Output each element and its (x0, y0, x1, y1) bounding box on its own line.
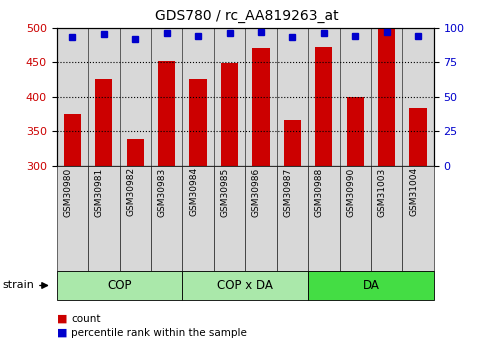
Bar (57, 28, 88, 166)
Text: count: count (71, 314, 101, 324)
Text: GSM30990: GSM30990 (346, 167, 355, 217)
Bar (127, 139, 144, 345)
Text: GSM30986: GSM30986 (252, 167, 261, 217)
Text: GSM31003: GSM31003 (378, 167, 387, 217)
Text: DA: DA (362, 279, 380, 292)
Text: GSM30983: GSM30983 (158, 167, 167, 217)
Text: GSM30980: GSM30980 (64, 167, 72, 217)
Text: strain: strain (2, 280, 35, 290)
Text: GSM30984: GSM30984 (189, 167, 198, 216)
Bar (64, 114, 81, 345)
Bar (410, 108, 427, 345)
Text: GSM30982: GSM30982 (126, 167, 135, 216)
Bar (371, 28, 402, 166)
Bar (95, 79, 112, 345)
Bar (245, 28, 277, 166)
Text: ■: ■ (57, 314, 67, 324)
Bar (214, 28, 246, 166)
Text: GDS780 / rc_AA819263_at: GDS780 / rc_AA819263_at (155, 9, 338, 23)
Bar (252, 48, 270, 345)
Text: percentile rank within the sample: percentile rank within the sample (71, 328, 247, 338)
Bar (189, 79, 207, 345)
Text: GSM30981: GSM30981 (95, 167, 104, 217)
Bar (151, 28, 182, 166)
Text: GSM30985: GSM30985 (220, 167, 230, 217)
Bar (277, 28, 308, 166)
Bar (340, 28, 371, 166)
Text: ■: ■ (57, 328, 67, 338)
Text: GSM30987: GSM30987 (283, 167, 292, 217)
Bar (221, 63, 238, 345)
Bar (402, 28, 434, 166)
Text: GSM30988: GSM30988 (315, 167, 324, 217)
Text: GSM31004: GSM31004 (409, 167, 418, 216)
Bar (347, 97, 364, 345)
Bar (88, 28, 119, 166)
Bar (284, 120, 301, 345)
Bar (378, 28, 395, 345)
Bar (182, 28, 214, 166)
Bar (119, 28, 151, 166)
Bar (158, 61, 176, 345)
Bar (308, 28, 340, 166)
Bar (315, 47, 332, 345)
Text: COP x DA: COP x DA (217, 279, 273, 292)
Text: COP: COP (107, 279, 132, 292)
